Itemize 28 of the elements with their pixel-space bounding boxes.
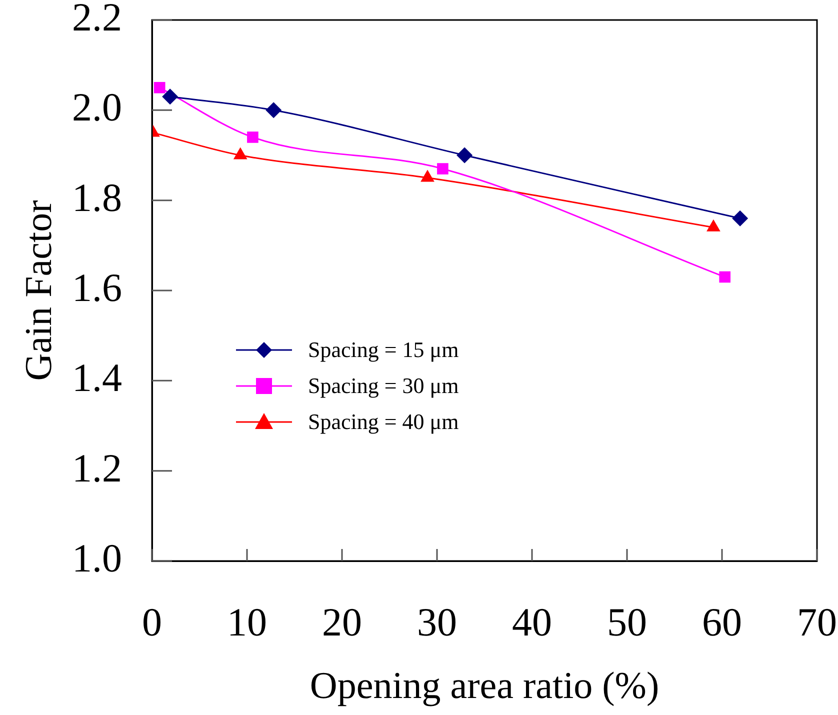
x-tick-label: 40 [512,600,552,644]
x-tick-label: 20 [322,600,362,644]
legend-label: Spacing = 40 μm [308,409,459,435]
point [719,271,731,283]
y-tick-label: 1.4 [72,355,122,400]
y-axis-title: Gain Factor [18,200,60,381]
legend-label: Spacing = 30 μm [308,373,459,399]
point [266,102,282,118]
point [247,132,258,143]
point [162,88,178,105]
x-tick-label: 0 [142,600,162,644]
x-tick-label: 60 [702,600,742,644]
point [456,147,473,164]
x-tick-label: 10 [227,600,267,644]
point [437,163,448,174]
point [732,210,748,226]
y-tick-label: 1.8 [72,174,122,220]
x-tick-label: 70 [797,600,837,644]
y-tick-label: 1.2 [72,445,122,490]
x-tick-label: 30 [417,600,457,644]
y-tick-label: 2.0 [72,84,122,130]
y-tick-label: 1.6 [72,265,122,310]
point [154,82,166,94]
x-tick-label: 50 [607,600,647,644]
x-axis-title: Opening area ratio (%) [310,665,660,708]
y-tick-label: 2.2 [72,0,122,40]
legend-label: Spacing = 15 μm [308,337,459,363]
y-tick-label: 1.0 [72,536,122,580]
